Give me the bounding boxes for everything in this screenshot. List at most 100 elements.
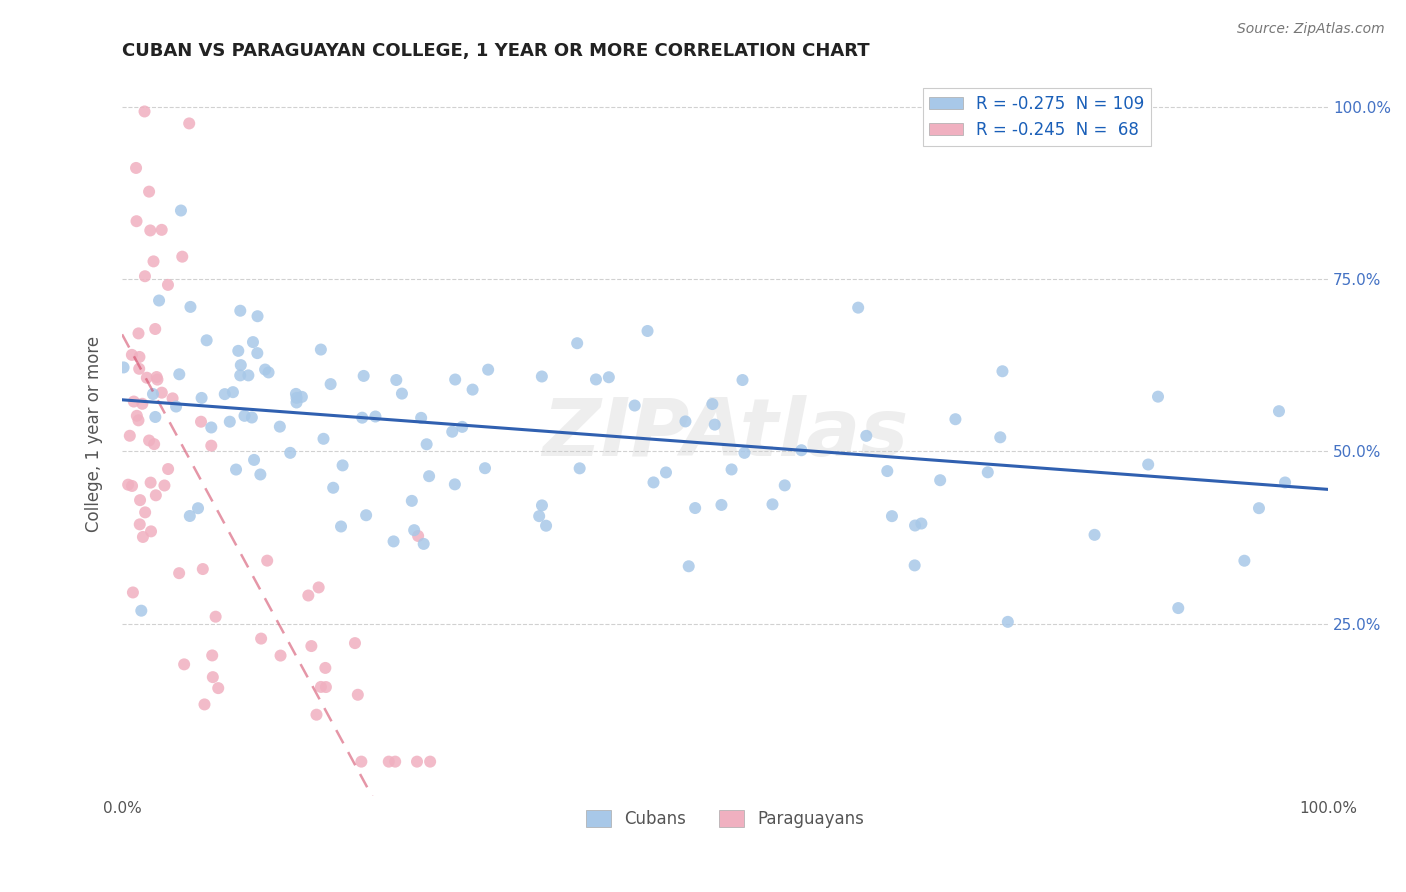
Point [138, 434, 160, 448]
Point [118, 429, 141, 443]
Point [173, 657, 195, 672]
Point [162, 392, 184, 406]
Point [122, 585, 145, 599]
Point [855, 429, 877, 443]
Point [988, 430, 1011, 444]
Point [204, 609, 226, 624]
Point [134, 505, 156, 519]
Point [1147, 390, 1170, 404]
Point [773, 478, 796, 492]
Point [146, 373, 169, 387]
Point [585, 372, 607, 386]
Point [153, 478, 176, 492]
Point [121, 348, 143, 362]
Point [285, 387, 308, 401]
Point [134, 104, 156, 119]
Point [201, 648, 224, 663]
Point [731, 373, 754, 387]
Point [157, 462, 180, 476]
Point [138, 185, 160, 199]
Point [249, 467, 271, 482]
Point [401, 494, 423, 508]
Y-axis label: College, 1 year or more: College, 1 year or more [86, 336, 103, 533]
Point [412, 537, 434, 551]
Point [904, 558, 927, 573]
Point [172, 250, 194, 264]
Point [568, 461, 591, 475]
Point [406, 755, 429, 769]
Point [305, 707, 328, 722]
Point [350, 755, 373, 769]
Point [187, 501, 209, 516]
Point [170, 203, 193, 218]
Point [128, 326, 150, 341]
Point [285, 391, 308, 405]
Point [233, 409, 256, 423]
Point [238, 368, 260, 383]
Point [790, 443, 813, 458]
Point [112, 360, 135, 375]
Point [246, 346, 269, 360]
Point [309, 680, 332, 694]
Text: Source: ZipAtlas.com: Source: ZipAtlas.com [1237, 22, 1385, 37]
Text: ZIPAtlas: ZIPAtlas [541, 395, 908, 474]
Point [637, 324, 659, 338]
Point [876, 464, 898, 478]
Point [207, 681, 229, 695]
Point [477, 362, 499, 376]
Point [314, 661, 336, 675]
Point [143, 409, 166, 424]
Point [214, 387, 236, 401]
Point [191, 562, 214, 576]
Point [125, 161, 148, 175]
Point [352, 410, 374, 425]
Point [190, 415, 212, 429]
Point [322, 481, 344, 495]
Point [121, 479, 143, 493]
Point [200, 439, 222, 453]
Point [122, 394, 145, 409]
Point [242, 335, 264, 350]
Point [364, 409, 387, 424]
Point [229, 303, 252, 318]
Point [150, 385, 173, 400]
Point [343, 636, 366, 650]
Point [411, 410, 433, 425]
Point [530, 499, 553, 513]
Point [309, 343, 332, 357]
Point [354, 508, 377, 523]
Point [444, 372, 467, 386]
Point [131, 604, 153, 618]
Point [297, 589, 319, 603]
Point [190, 391, 212, 405]
Point [1274, 475, 1296, 490]
Point [675, 414, 697, 428]
Point [179, 508, 201, 523]
Point [240, 410, 263, 425]
Point [1233, 554, 1256, 568]
Point [346, 688, 368, 702]
Point [1083, 528, 1105, 542]
Point [225, 462, 247, 476]
Point [125, 409, 148, 423]
Point [145, 488, 167, 502]
Point [269, 419, 291, 434]
Point [143, 437, 166, 451]
Point [441, 425, 464, 439]
Point [218, 415, 240, 429]
Point [761, 497, 783, 511]
Point [382, 534, 405, 549]
Point [179, 300, 201, 314]
Point [567, 336, 589, 351]
Point [148, 293, 170, 308]
Point [129, 493, 152, 508]
Point [150, 223, 173, 237]
Point [720, 462, 742, 476]
Point [384, 755, 406, 769]
Point [353, 368, 375, 383]
Point [733, 446, 755, 460]
Point [643, 475, 665, 490]
Point [315, 680, 337, 694]
Point [312, 432, 335, 446]
Point [256, 554, 278, 568]
